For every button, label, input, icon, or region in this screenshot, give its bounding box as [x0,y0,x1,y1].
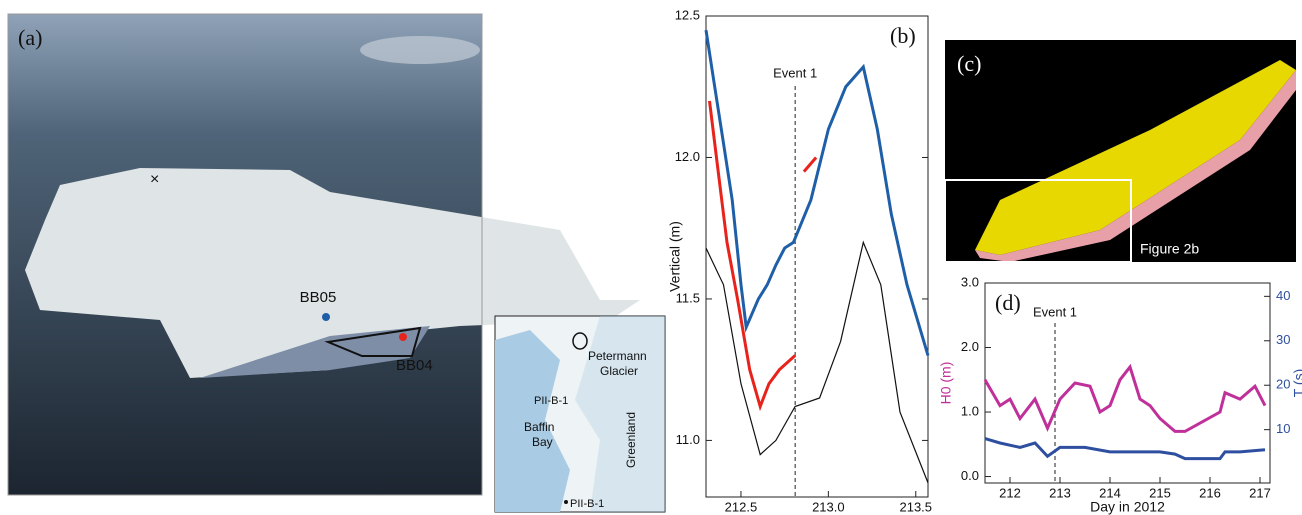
point-cloud: Figure 2b (c) [944,40,1296,263]
x-axis-label: Day in 2012 [1090,499,1165,515]
x-tick-label: 213 [1049,485,1071,500]
photo: × BB05 BB04 (a) [7,13,640,496]
panel-label: (c) [957,51,981,76]
y2-tick-label: 30 [1276,332,1290,347]
axes-frame [984,282,1271,484]
event-label: Event 1 [773,65,817,80]
marker-label: BB05 [300,289,337,306]
y-axis-label: H0 (m) [938,362,954,405]
x-mark: × [150,171,159,188]
series-line [705,240,929,484]
y-tick-label: 3.0 [961,274,979,289]
x-tick-label: 213.5 [899,499,932,514]
y-tick-label: 12.5 [675,7,700,22]
x-tick-label: 215 [1149,485,1171,500]
site-bb05 [322,313,330,321]
map-label: Glacier [600,364,638,378]
y2-axis-label: T (s) [1291,369,1302,398]
map-label: PII-B-1 [534,395,568,407]
event-label: Event 1 [1033,304,1077,319]
panel-label: (d) [995,290,1021,315]
inset-map: Petermann Glacier PII-B-1 Baffin Bay Gre… [494,315,666,513]
y-tick-label: 11.5 [676,290,700,305]
y-tick-label: 11.0 [676,432,700,447]
panel-label: (b) [890,23,916,48]
x-tick-label: 213.0 [812,499,845,514]
y-axis-label: Vertical (m) [667,221,683,292]
marker-label: BB04 [396,357,433,374]
map-label: Petermann [588,349,647,363]
x-tick-label: 212 [999,485,1021,500]
panel-label: (a) [18,25,42,50]
y-tick-label: 12.0 [675,149,700,164]
y-tick-label: 1.0 [961,403,979,418]
series-line [983,363,1267,433]
y2-tick-label: 10 [1276,421,1290,436]
site-bb04 [399,333,407,341]
map-label: PII-B-1 [570,498,604,510]
x-tick-label: 217 [1249,485,1271,500]
box-label: Figure 2b [1140,241,1199,257]
series-line [708,100,818,412]
map-label: Baffin [524,420,554,434]
series-line [984,437,1266,461]
x-tick-label: 214 [1099,485,1121,500]
series-line [704,29,930,356]
y2-tick-label: 20 [1276,377,1290,392]
axes-frame [705,15,929,498]
x-tick-label: 212.5 [725,499,758,514]
y2-tick-label: 40 [1276,288,1290,303]
map-label: Greenland [624,412,638,468]
x-tick-label: 216 [1199,485,1221,500]
y-tick-label: 0.0 [961,468,979,483]
x-axis-label: Day in 2012 [780,513,855,515]
map-label: Bay [532,435,553,449]
y-tick-label: 2.0 [961,339,979,354]
